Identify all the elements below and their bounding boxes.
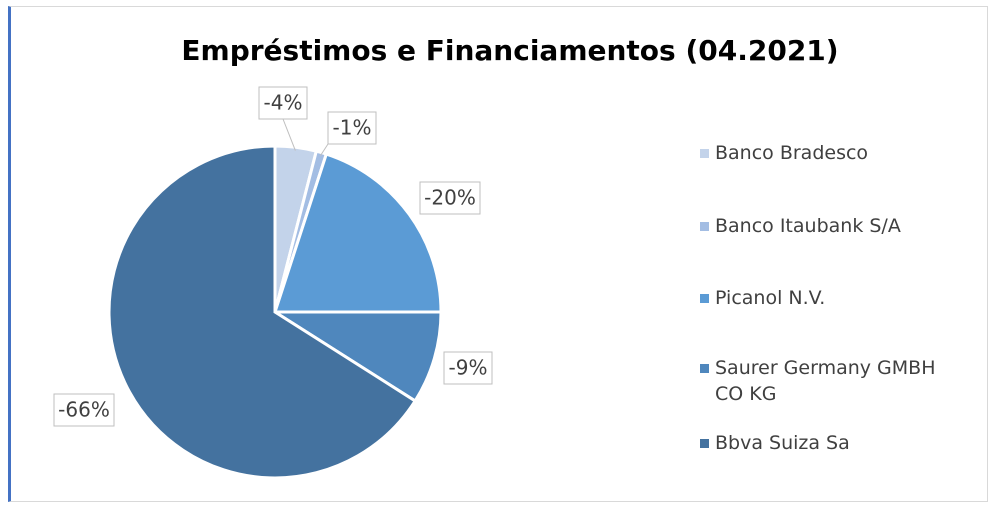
data-label: -20% <box>424 186 476 210</box>
leader-line <box>282 118 296 151</box>
legend-label: Picanol N.V. <box>715 287 826 309</box>
data-label: -1% <box>333 116 372 140</box>
legend-label: Saurer Germany GMBH CO KG <box>715 357 936 405</box>
legend-item: Picanol N.V. <box>700 285 970 311</box>
legend-item: Banco Itaubank S/A <box>700 213 970 239</box>
chart-title: Empréstimos e Financiamentos (04.2021) <box>181 34 838 67</box>
legend-swatch <box>700 222 709 231</box>
data-label-box <box>258 86 308 120</box>
data-label-box <box>327 111 377 145</box>
legend-swatch <box>700 439 709 448</box>
legend-item: Bbva Suiza Sa <box>700 430 970 456</box>
legend-label: Banco Itaubank S/A <box>715 215 901 237</box>
leader-line <box>319 143 329 157</box>
data-label-box <box>419 181 481 215</box>
legend-swatch <box>700 294 709 303</box>
data-label-box <box>53 393 115 427</box>
data-label: -9% <box>449 356 488 380</box>
legend-swatch <box>700 364 709 373</box>
legend-label: Bbva Suiza Sa <box>715 432 850 454</box>
chart-frame <box>8 6 988 502</box>
legend-swatch <box>700 149 709 158</box>
data-label-box <box>443 351 493 385</box>
legend-label: Banco Bradesco <box>715 142 869 164</box>
pie-slice <box>272 152 443 314</box>
legend-item: Saurer Germany GMBH CO KG <box>700 355 970 407</box>
data-label: -66% <box>58 398 110 422</box>
pie-slice <box>107 144 418 480</box>
data-label: -4% <box>264 91 303 115</box>
pie-slice <box>269 310 443 404</box>
legend-item: Banco Bradesco <box>700 140 970 166</box>
